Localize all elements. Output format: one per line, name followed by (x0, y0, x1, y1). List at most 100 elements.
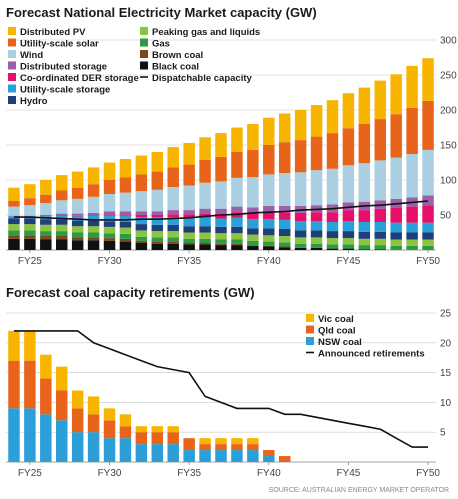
bar-brown-coal (278, 246, 291, 248)
bar-nsw-coal (71, 432, 84, 462)
bar-wind (56, 200, 68, 214)
bar-black-coal (231, 245, 243, 250)
bar-distributed-pv (119, 159, 132, 178)
bar-hydro (71, 220, 84, 227)
bar-gas (215, 239, 227, 244)
bar-utility-solar (40, 194, 52, 204)
bar-distributed-storage (8, 215, 20, 217)
bar-utility-solar (151, 171, 164, 190)
bar-hydro (8, 218, 20, 225)
retirements-chart-title: Forecast coal capacity retirements (GW) (6, 285, 255, 300)
bar-distributed-storage (342, 202, 355, 211)
bar-gas (358, 245, 371, 250)
bar-utility-storage (151, 217, 164, 225)
y-tick-label: 300 (440, 36, 457, 47)
bar-gas (422, 245, 434, 250)
bar-distributed-pv (71, 171, 84, 188)
bar-distributed-storage (103, 211, 116, 215)
bar-brown-coal (183, 243, 195, 245)
bar-nsw-coal (87, 432, 100, 462)
bar-distributed-pv (151, 152, 164, 172)
x-tick-label: FY50 (416, 256, 440, 267)
bar-black-coal (8, 238, 20, 250)
bar-distributed-storage (247, 207, 259, 213)
bar-nsw-coal (247, 450, 259, 462)
bar-vic-coal (151, 426, 164, 433)
bar-wind (358, 163, 371, 202)
legend-label: Utility-scale solar (20, 39, 99, 50)
bar-qld-coal (87, 414, 100, 433)
bar-distributed-pv (56, 175, 68, 191)
bar-distributed-pv (374, 80, 386, 120)
bar-coordinated-der (358, 210, 371, 222)
bar-peaking-gas (247, 234, 259, 241)
bar-black-coal (310, 247, 323, 250)
bar-utility-storage (342, 221, 355, 232)
bar-gas (103, 233, 116, 239)
bar-distributed-pv (40, 180, 52, 195)
x-tick-label: FY25 (18, 468, 42, 479)
bar-utility-storage (310, 221, 323, 231)
bar-brown-coal (263, 245, 275, 247)
bar-wind (183, 185, 195, 211)
bar-black-coal (119, 241, 132, 250)
bar-coordinated-der (406, 206, 418, 223)
bar-coordinated-der (326, 212, 339, 222)
bar-hydro (390, 232, 402, 240)
bar-coordinated-der (215, 213, 227, 219)
bar-nsw-coal (167, 444, 179, 462)
bar-distributed-pv (24, 184, 36, 199)
legend-label: Qld coal (318, 326, 355, 337)
bar-utility-storage (119, 215, 132, 222)
bar-black-coal (294, 247, 307, 250)
bar-distributed-pv (406, 65, 418, 108)
bar-qld-coal (199, 444, 211, 451)
bar-utility-solar (358, 124, 371, 164)
bar-distributed-storage (87, 212, 100, 215)
bar-utility-solar (294, 140, 307, 173)
bar-wind (8, 206, 20, 216)
bar-wind (374, 160, 386, 201)
bar-utility-storage (199, 217, 211, 227)
bar-peaking-gas (40, 224, 52, 232)
bar-gas (374, 245, 386, 250)
bar-vic-coal (199, 438, 211, 445)
legend-swatch (140, 61, 148, 70)
bar-vic-coal (8, 330, 20, 361)
bar-distributed-pv (183, 142, 195, 165)
bar-peaking-gas (215, 233, 227, 240)
bar-wind (24, 205, 36, 216)
bar-utility-storage (215, 218, 227, 227)
bar-wind (119, 192, 132, 212)
bar-distributed-pv (103, 162, 116, 180)
bar-brown-coal (247, 245, 259, 246)
bar-nsw-coal (8, 408, 20, 462)
bar-hydro (24, 218, 36, 225)
bar-peaking-gas (294, 237, 307, 244)
bar-distributed-storage (135, 211, 148, 215)
bar-peaking-gas (326, 238, 339, 245)
bar-wind (310, 170, 323, 206)
bar-peaking-gas (87, 226, 100, 233)
bar-black-coal (247, 245, 259, 250)
bar-qld-coal (40, 378, 52, 415)
bar-peaking-gas (422, 239, 434, 246)
bar-utility-storage (263, 219, 275, 229)
bar-utility-solar (56, 190, 68, 201)
bar-utility-storage (167, 217, 179, 225)
bar-vic-coal (40, 354, 52, 379)
bar-utility-solar (342, 128, 355, 166)
bar-utility-solar (183, 164, 195, 186)
y-tick-label: 250 (440, 71, 457, 82)
bar-hydro (374, 231, 386, 239)
bar-utility-solar (231, 152, 243, 178)
bar-wind (40, 203, 52, 215)
bar-nsw-coal (56, 420, 68, 462)
bar-utility-solar (215, 156, 227, 182)
bar-utility-solar (199, 159, 211, 183)
bar-coordinated-der (390, 208, 402, 223)
bar-distributed-pv (231, 127, 243, 152)
x-tick-label: FY40 (257, 468, 281, 479)
bar-coordinated-der (167, 214, 179, 218)
bar-brown-coal (8, 235, 20, 239)
